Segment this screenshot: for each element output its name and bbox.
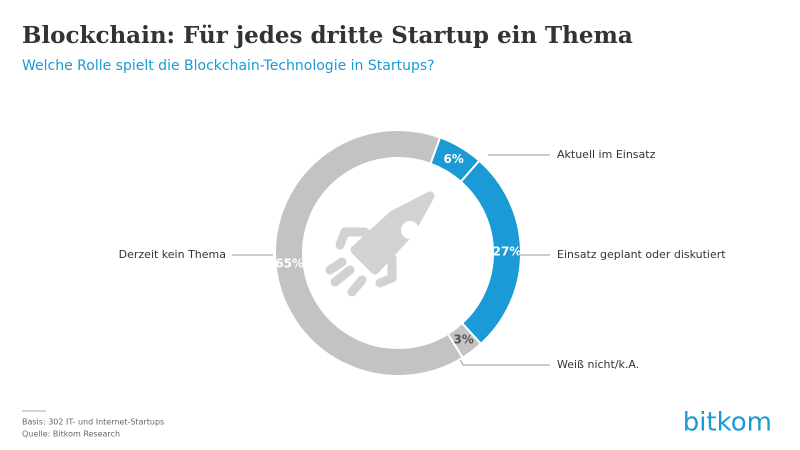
chart-title: Blockchain: Für jedes dritte Startup ein…	[22, 22, 633, 49]
chart-subtitle: Welche Rolle spielt die Blockchain-Techn…	[22, 58, 435, 74]
value-label: 27%	[493, 245, 522, 259]
category-label: Derzeit kein Thema	[119, 248, 226, 261]
category-label: Weiß nicht/k.A.	[557, 358, 639, 371]
value-label: 65%	[275, 257, 304, 271]
note: Basis: 302 IT- und Internet-Startups	[22, 418, 164, 427]
donut-segment	[274, 129, 464, 377]
rocket-icon	[325, 191, 435, 297]
category-label: Einsatz geplant oder diskutiert	[557, 248, 726, 261]
note: Quelle: Bitkom Research	[22, 430, 120, 439]
value-label: 3%	[453, 333, 473, 347]
category-label: Aktuell im Einsatz	[557, 148, 656, 161]
value-label: 6%	[443, 152, 463, 166]
logo: bitkom	[683, 408, 772, 438]
